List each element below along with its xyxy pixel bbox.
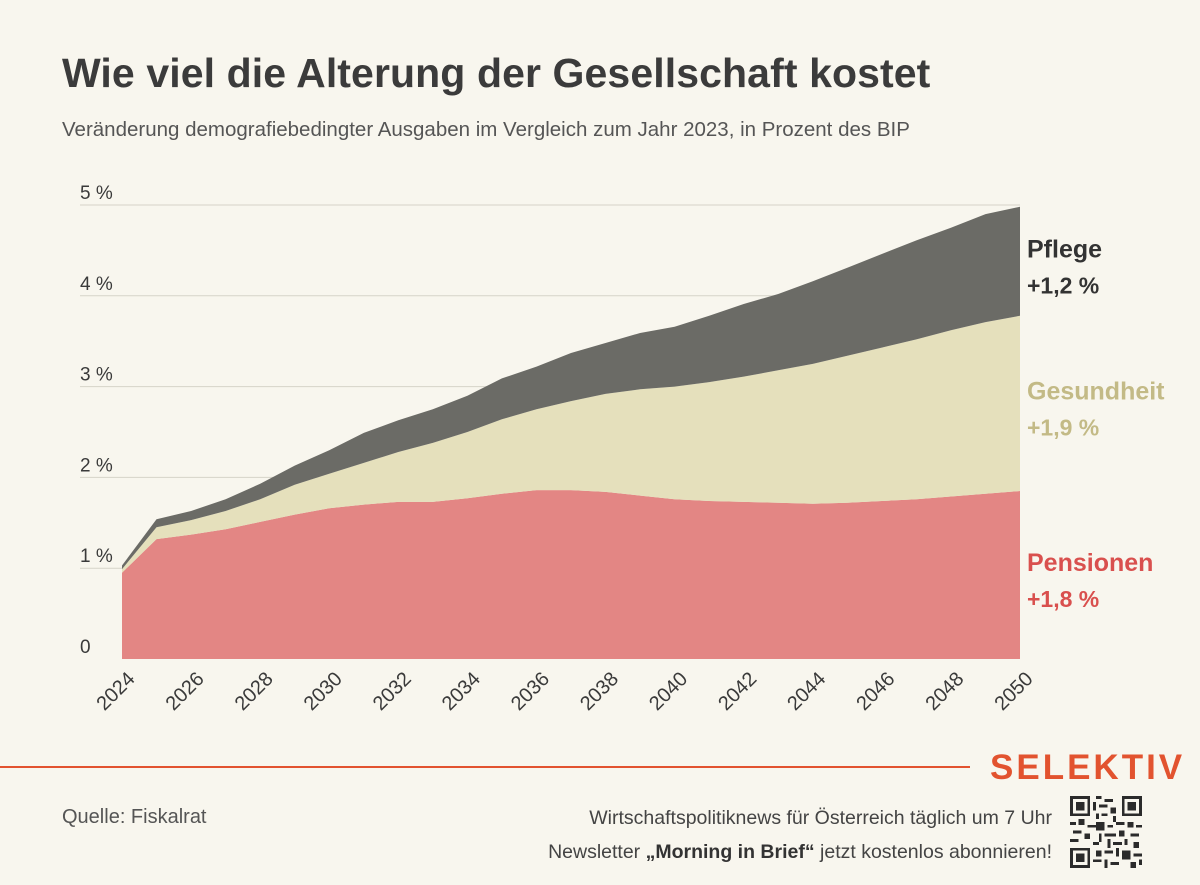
chart-title: Wie viel die Alterung der Gesellschaft k… xyxy=(62,50,931,96)
x-axis-ticks: 2024 2026 2028 2030 2032 2034 2036 2038 2040 2042… xyxy=(93,668,1038,715)
y-tick-label: 1 % xyxy=(80,546,113,567)
series-change: +1,2 % xyxy=(1027,272,1099,298)
x-tick-label: 2038 xyxy=(576,668,623,715)
chart-subtitle: Veränderung demografiebedingter Ausgaben… xyxy=(62,118,910,141)
label-pensionen: Pensionen +1,8 % xyxy=(1027,549,1153,612)
x-tick-label: 2032 xyxy=(369,668,416,715)
promo-prefix: Newsletter xyxy=(548,841,646,863)
series-labels: Pflege +1,2 % Gesundheit +1,9 % Pensionen +1,… xyxy=(1027,235,1165,612)
stacked-area-chart: 0 1 % 2 % 3 % 4 % 5 % 2024 2026 2028 2030 2032 203… xyxy=(80,183,1165,715)
series-name: Pflege xyxy=(1027,235,1102,263)
source-note: Quelle: Fiskalrat xyxy=(62,806,207,828)
x-tick-label: 2042 xyxy=(714,668,761,715)
promo-line-2[interactable]: Newsletter „Morning in Brief“ jetzt kost… xyxy=(548,835,1052,869)
y-tick-label: 2 % xyxy=(80,455,113,476)
x-tick-label: 2048 xyxy=(921,668,968,715)
series-name: Pensionen xyxy=(1027,549,1153,577)
series-change: +1,9 % xyxy=(1027,414,1099,440)
newsletter-name: „Morning in Brief“ xyxy=(645,841,815,863)
brand-logo: SELEKTIV xyxy=(990,748,1186,787)
promo-suffix: jetzt kostenlos abonnieren! xyxy=(814,841,1052,863)
y-tick-label: 3 % xyxy=(80,365,113,386)
label-gesundheit: Gesundheit +1,9 % xyxy=(1027,377,1165,440)
y-tick-label: 4 % xyxy=(80,274,113,295)
x-tick-label: 2044 xyxy=(783,668,830,715)
qr-code-icon[interactable] xyxy=(1070,796,1142,868)
series-change: +1,8 % xyxy=(1027,586,1099,612)
x-tick-label: 2050 xyxy=(991,668,1038,715)
y-axis-ticks: 0 1 % 2 % 3 % 4 % 5 % xyxy=(80,183,113,658)
area-gesundheit xyxy=(122,315,1020,573)
x-tick-label: 2026 xyxy=(162,668,209,715)
label-pflege: Pflege +1,2 % xyxy=(1027,235,1102,298)
series-name: Gesundheit xyxy=(1027,377,1165,405)
area-series xyxy=(122,206,1020,659)
newsletter-promo: Wirtschaftspolitiknews für Österreich tä… xyxy=(548,801,1052,869)
x-tick-label: 2028 xyxy=(231,668,278,715)
x-tick-label: 2030 xyxy=(300,668,347,715)
x-tick-label: 2034 xyxy=(438,668,485,715)
area-pensionen xyxy=(122,490,1020,659)
area-pflege xyxy=(122,206,1020,570)
x-tick-label: 2046 xyxy=(852,668,899,715)
promo-line-1: Wirtschaftspolitiknews für Österreich tä… xyxy=(589,807,1052,829)
x-tick-label: 2036 xyxy=(507,668,554,715)
x-tick-label: 2024 xyxy=(93,668,140,715)
x-tick-label: 2040 xyxy=(645,668,692,715)
y-tick-label: 5 % xyxy=(80,183,113,204)
footer-divider xyxy=(0,766,970,768)
y-tick-label: 0 xyxy=(80,637,91,658)
